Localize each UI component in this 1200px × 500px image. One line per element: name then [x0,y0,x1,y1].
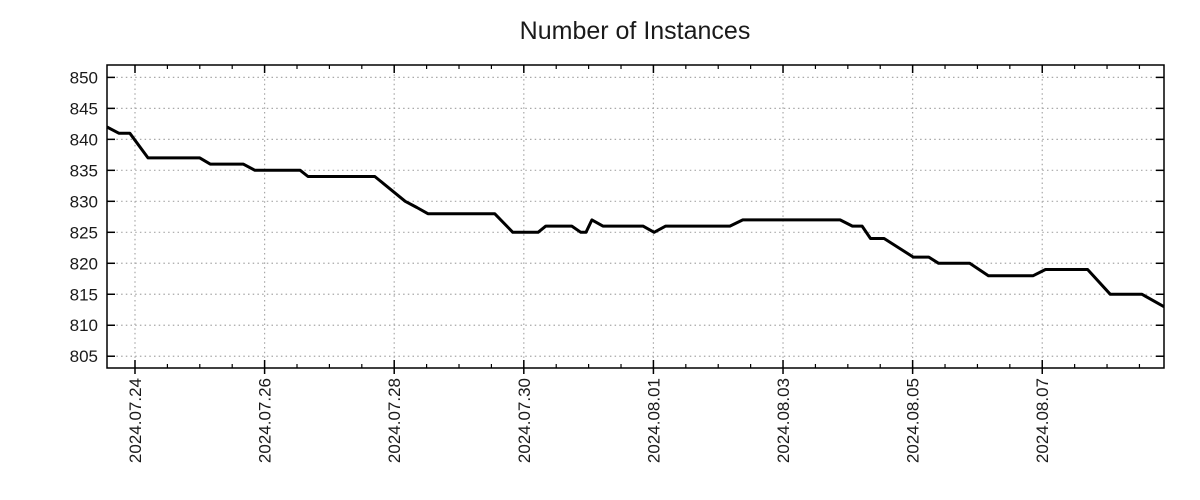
axis-labels: 805 810 815 820 825 830 835 840 845 850 2024.07.24… [70,68,1053,463]
y-tick-label: 805 [70,347,98,366]
y-tick-label: 815 [70,285,98,304]
x-tick-label: 2024.07.28 [385,378,404,463]
x-tick-label: 2024.08.05 [904,378,923,463]
axis-ticks [107,65,1164,374]
y-tick-label: 810 [70,316,98,335]
x-tick-label: 2024.07.24 [126,378,145,463]
data-series [106,125,1165,309]
chart-title: Number of Instances [520,17,751,45]
grid [107,65,1164,368]
y-tick-label: 850 [70,68,98,87]
x-tick-label: 2024.07.26 [256,378,275,463]
x-tick-label: 2024.08.07 [1033,378,1052,463]
y-tick-label: 830 [70,192,98,211]
y-tick-label: 825 [70,223,98,242]
x-tick-label: 2024.08.03 [774,378,793,463]
plot-border [106,64,1165,369]
x-tick-label: 2024.08.01 [644,378,663,463]
series-line-instances [106,125,1165,309]
x-tick-label: 2024.07.30 [515,378,534,463]
y-tick-label: 835 [70,161,98,180]
y-tick-label: 845 [70,99,98,118]
y-tick-label: 840 [70,130,98,149]
y-tick-label: 820 [70,254,98,273]
plot-frame [106,64,1165,369]
